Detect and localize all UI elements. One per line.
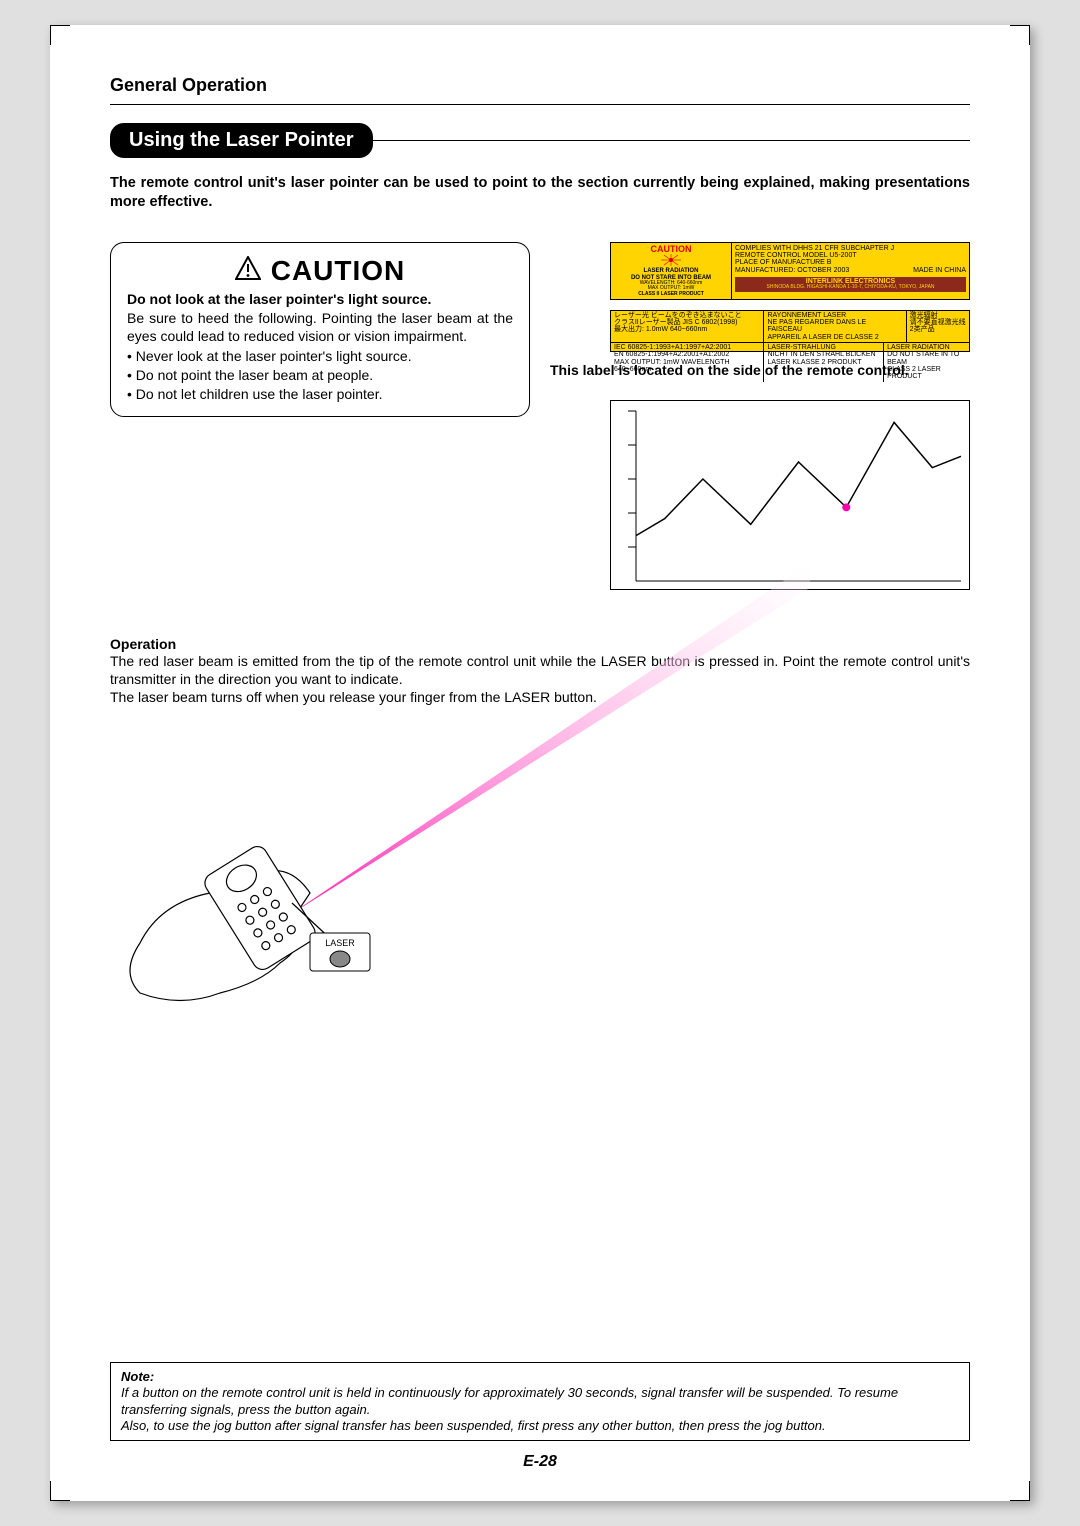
caution-heading: CAUTION	[127, 255, 513, 287]
note-line: If a button on the remote control unit i…	[121, 1385, 959, 1418]
warning-label-2: レーザー光 ビームをのぞき込まないこと クラスIIレーザー製品 JIS C 68…	[610, 310, 970, 352]
note-box: Note: If a button on the remote control …	[110, 1362, 970, 1441]
manual-page: General Operation Using the Laser Pointe…	[50, 25, 1030, 1501]
page-number: E-28	[50, 1453, 1030, 1471]
label-location-note: This label is located on the side of the…	[550, 362, 970, 378]
caution-body: Be sure to heed the following. Pointing …	[127, 309, 513, 345]
note-label: Note:	[121, 1369, 959, 1385]
caution-bullets: Never look at the laser pointer's light …	[127, 347, 513, 404]
intro-text: The remote control unit's laser pointer …	[110, 174, 970, 212]
bullet-item: Never look at the laser pointer's light …	[127, 347, 513, 366]
bullet-item: Do not let children use the laser pointe…	[127, 385, 513, 404]
page-header-title: General Operation	[110, 75, 970, 96]
section-pill: Using the Laser Pointer	[110, 123, 373, 158]
laser-beam-diagram: LASER	[110, 473, 970, 1013]
note-line: Also, to use the jog button after signal…	[121, 1418, 959, 1434]
warning-label-1: CAUTION LASER RADIATION DO NOT STARE INT…	[610, 242, 970, 300]
caution-box: CAUTION Do not look at the laser pointer…	[110, 242, 530, 417]
section-heading: Using the Laser Pointer	[110, 123, 970, 158]
header-rule	[110, 104, 970, 105]
warning-triangle-icon	[235, 255, 261, 287]
bullet-item: Do not point the laser beam at people.	[127, 366, 513, 385]
svg-text:LASER: LASER	[325, 938, 355, 948]
caution-subheading: Do not look at the laser pointer's light…	[127, 291, 513, 307]
laser-button-callout: LASER	[310, 933, 370, 971]
laser-burst-icon	[661, 254, 681, 266]
hand-remote-icon	[130, 843, 335, 1001]
caution-heading-text: CAUTION	[271, 255, 406, 287]
warning-labels: CAUTION LASER RADIATION DO NOT STARE INT…	[610, 242, 970, 352]
